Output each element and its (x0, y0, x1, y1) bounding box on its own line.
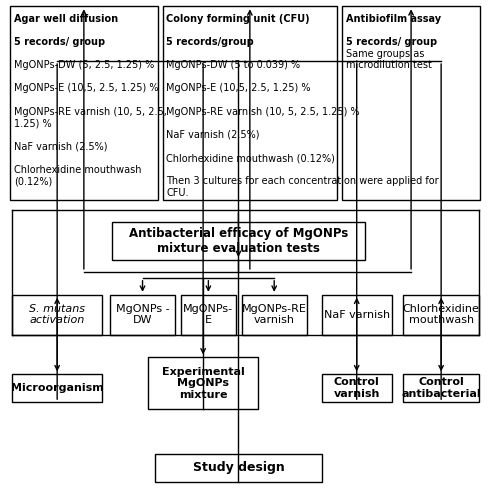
Text: Then 3 cultures for each concentration were applied for: Then 3 cultures for each concentration w… (166, 176, 439, 186)
Text: 5 records/ group: 5 records/ group (14, 37, 105, 47)
Bar (180, 295, 236, 334)
Bar (242, 295, 306, 334)
Bar (12, 374, 102, 402)
Text: Control
antibacterial: Control antibacterial (402, 377, 481, 399)
Text: NaF varnish: NaF varnish (324, 310, 390, 319)
Bar (110, 295, 175, 334)
Bar (148, 358, 258, 409)
Bar (155, 454, 322, 482)
Text: MgONPs-RE varnish (10, 5, 2.5,: MgONPs-RE varnish (10, 5, 2.5, (14, 107, 166, 117)
Bar (10, 6, 158, 200)
Bar (112, 222, 365, 260)
Text: NaF varnish (2.5%): NaF varnish (2.5%) (166, 130, 260, 140)
Text: MgONPs-RE varnish (10, 5, 2.5, 1.25) %: MgONPs-RE varnish (10, 5, 2.5, 1.25) % (166, 107, 360, 117)
Bar (162, 6, 337, 200)
Bar (403, 374, 479, 402)
Text: Same groups as: Same groups as (346, 49, 424, 59)
Bar (322, 374, 392, 402)
Text: Control
varnish: Control varnish (334, 377, 380, 399)
Text: MgONPs-E (10,5, 2.5, 1.25) %: MgONPs-E (10,5, 2.5, 1.25) % (166, 83, 311, 93)
Bar (403, 295, 479, 334)
Text: Experimental
MgONPs
mixture: Experimental MgONPs mixture (162, 367, 244, 400)
Text: MgONPs-
E: MgONPs- E (184, 304, 234, 325)
Text: Chlorhexidine mouthwash: Chlorhexidine mouthwash (14, 165, 141, 175)
Text: MgONPs-DW (5 to 0.039) %: MgONPs-DW (5 to 0.039) % (166, 60, 300, 70)
Text: 5 records/ group: 5 records/ group (346, 37, 437, 47)
Text: Colony forming unit (CFU): Colony forming unit (CFU) (166, 14, 310, 24)
Text: Chlorhexidine
mouthwash: Chlorhexidine mouthwash (402, 304, 479, 325)
Text: MgONPs-E (10,5, 2.5, 1.25) %: MgONPs-E (10,5, 2.5, 1.25) % (14, 83, 158, 93)
Bar (322, 295, 392, 334)
Text: Microorganism: Microorganism (11, 383, 104, 393)
Text: Chlorhexidine mouthwash (0.12%): Chlorhexidine mouthwash (0.12%) (166, 153, 336, 163)
Text: MgONPs-RE
varnish: MgONPs-RE varnish (242, 304, 306, 325)
Text: MgONPs -
DW: MgONPs - DW (116, 304, 170, 325)
Text: (0.12%): (0.12%) (14, 176, 52, 186)
Text: 1.25) %: 1.25) % (14, 118, 52, 128)
Text: CFU.: CFU. (166, 188, 189, 198)
Text: MgONPs-DW (5, 2.5, 1.25) %: MgONPs-DW (5, 2.5, 1.25) % (14, 60, 154, 70)
Text: Antibiofilm assay: Antibiofilm assay (346, 14, 441, 24)
Text: microdilution test: microdilution test (346, 60, 432, 70)
Text: NaF varnish (2.5%): NaF varnish (2.5%) (14, 141, 108, 151)
Text: Agar well diffusion: Agar well diffusion (14, 14, 118, 24)
Bar (342, 6, 480, 200)
Text: Antibacterial efficacy of MgONPs
mixture evaluation tests: Antibacterial efficacy of MgONPs mixture… (129, 227, 348, 255)
Text: 5 records/group: 5 records/group (166, 37, 254, 47)
Text: S. mutans
activation: S. mutans activation (29, 304, 85, 325)
Bar (12, 295, 102, 334)
Text: Study design: Study design (192, 461, 284, 474)
